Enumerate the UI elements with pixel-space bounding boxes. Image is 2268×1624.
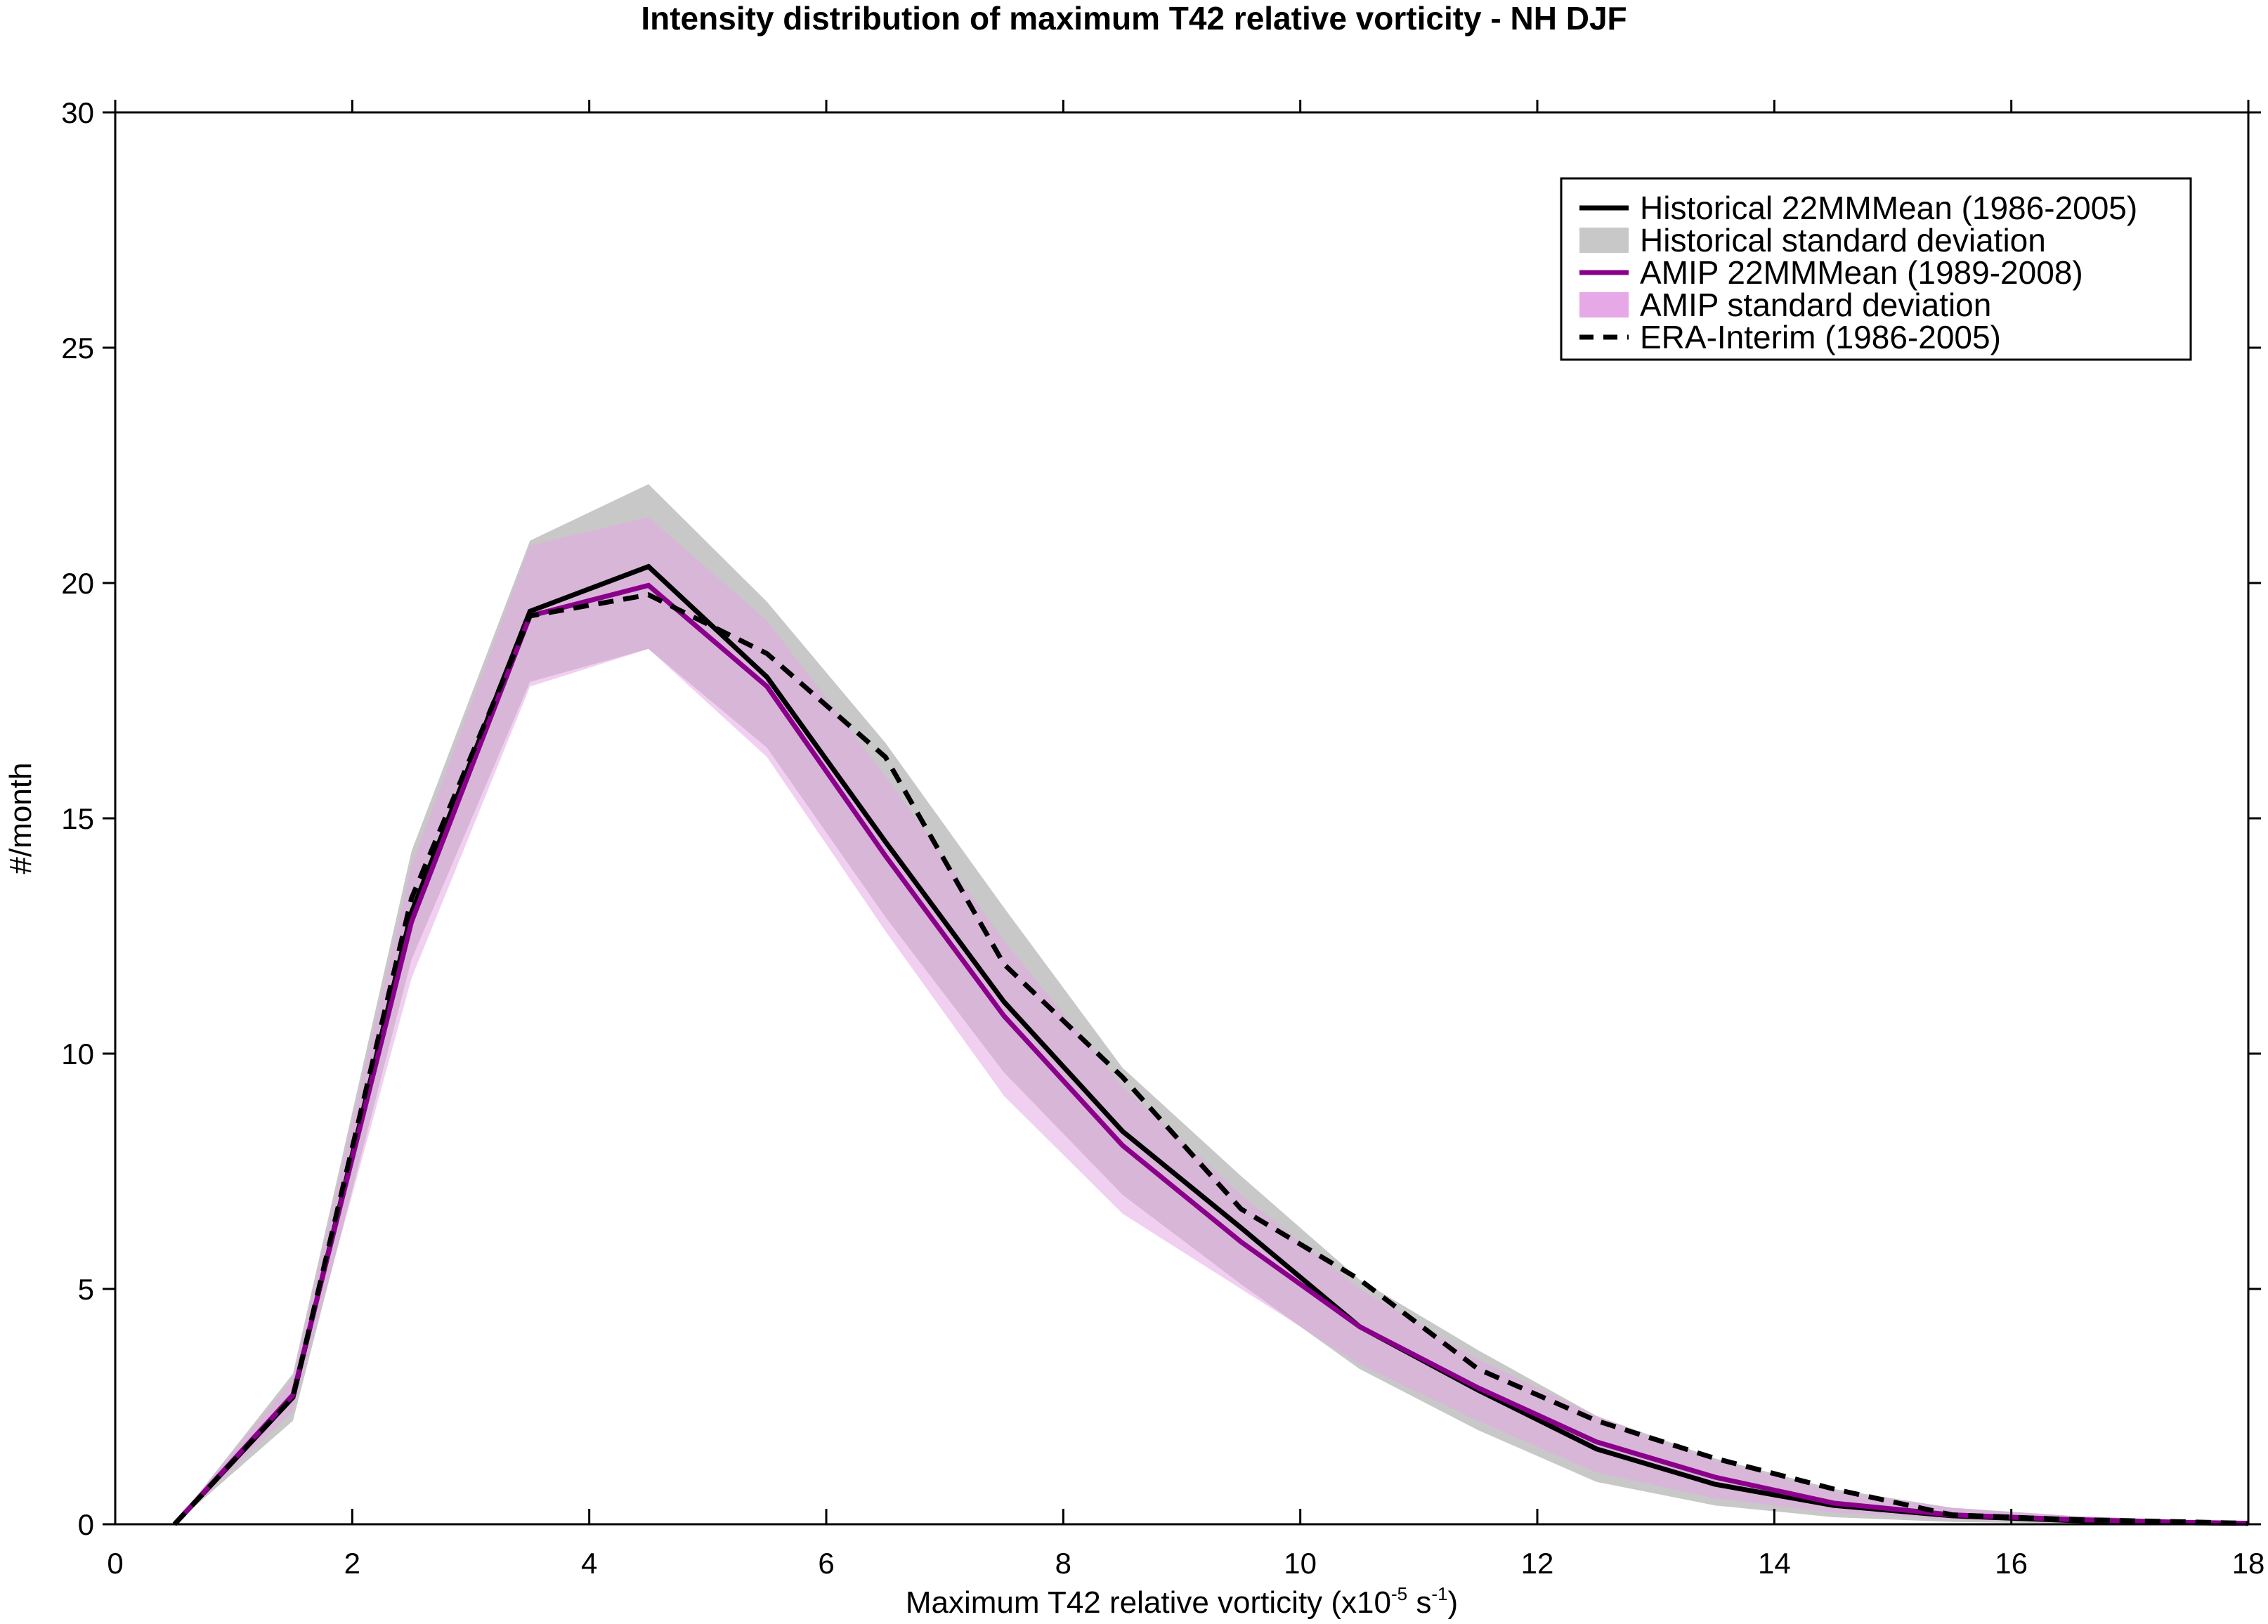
amip-22mmmean-1989-2008-legend-label: AMIP 22MMMean (1989-2008) [1640,254,2083,291]
legend-items: Historical 22MMMean (1986-2005)Historica… [1579,190,2137,355]
y-tick-label: 30 [61,96,94,129]
x-tick-label: 12 [1521,1547,1554,1580]
amip-standard-deviation-band [174,517,2249,1525]
era-interim-1986-2005-legend-label: ERA-Interim (1986-2005) [1640,319,2001,355]
x-tick-label: 4 [581,1547,597,1580]
x-axis-label-mid: s [1407,1585,1431,1620]
historical-22mmmean-1986-2005-legend-label: Historical 22MMMean (1986-2005) [1640,190,2137,226]
x-axis-label-sup-1: -5 [1391,1583,1407,1604]
historical-standard-deviation-legend-swatch [1579,228,1629,253]
y-tick-labels: 0 5 10 15 20 25 30 [61,96,94,1541]
x-tick-label: 16 [1995,1547,2028,1580]
y-tick-label: 5 [78,1273,94,1306]
series-lines [172,563,2249,1526]
x-axis-label: Maximum T42 relative vorticity (x10-5 s-… [906,1583,1458,1620]
x-tick-labels: 0 2 4 6 8 10 12 14 16 18 [107,1547,2264,1580]
historical-standard-deviation-legend-label: Historical standard deviation [1640,222,2046,258]
legend-box [1560,177,2192,361]
x-axis-label-prefix: Maximum T42 relative vorticity (x10 [906,1585,1391,1620]
amip-standard-deviation-legend-swatch [1579,292,1629,317]
x-tick-label: 0 [107,1547,123,1580]
y-tick-label: 10 [61,1037,94,1070]
y-tick-label: 0 [78,1508,94,1541]
x-tick-label: 8 [1055,1547,1071,1580]
y-tick-label: 25 [61,332,94,365]
x-axis-label-sup-2: -1 [1431,1583,1447,1604]
x-tick-label: 2 [344,1547,360,1580]
chart-title: Intensity distribution of maximum T42 re… [641,0,1627,37]
era-interim-1986-2005-line [172,592,2249,1526]
legend: Historical 22MMMean (1986-2005)Historica… [1560,177,2192,361]
x-axis-label-suffix: ) [1447,1585,1458,1620]
plot-area: 0 2 4 6 8 10 12 14 16 18 0 5 10 15 20 25 30 [61,96,2264,1580]
uncertainty-bands [174,484,2249,1525]
y-axis-label: #/month [4,763,38,875]
historical-standard-deviation-band [174,484,2249,1524]
y-tick-label: 15 [61,802,94,835]
amip-standard-deviation-legend-label: AMIP standard deviation [1640,287,1991,323]
x-tick-label: 14 [1758,1547,1791,1580]
x-tick-label: 18 [2232,1547,2265,1580]
x-tick-label: 10 [1284,1547,1317,1580]
y-tick-label: 20 [61,567,94,600]
x-tick-label: 6 [818,1547,834,1580]
axis-ticks [103,100,2261,1526]
